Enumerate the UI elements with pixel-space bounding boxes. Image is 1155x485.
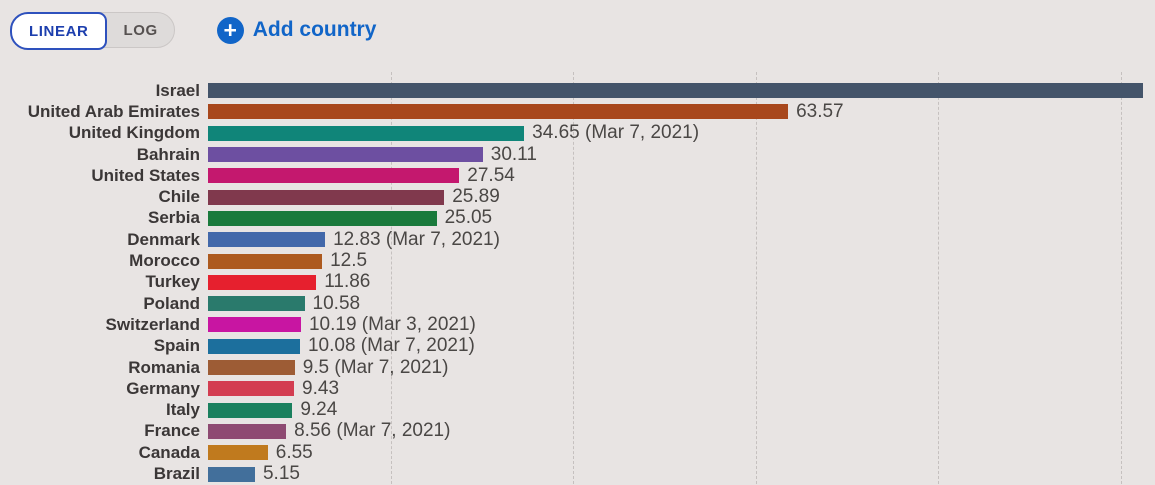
- chart-row[interactable]: United Kingdom 34.65 (Mar 7, 2021): [0, 122, 1155, 144]
- chart-row[interactable]: Germany 9.43: [0, 378, 1155, 399]
- chart-row[interactable]: Canada 6.55: [0, 442, 1155, 463]
- gridline-100: [1120, 72, 1122, 484]
- country-label: United Arab Emirates: [27, 101, 200, 121]
- value-label: 27.54: [467, 164, 515, 186]
- country-label: Romania: [128, 357, 200, 377]
- country-label: United States: [91, 165, 200, 185]
- bar[interactable]: [208, 317, 301, 333]
- bar[interactable]: [208, 360, 295, 376]
- country-label: Switzerland: [105, 314, 200, 334]
- bar[interactable]: [208, 104, 789, 120]
- bar[interactable]: [208, 168, 460, 184]
- value-label: 6.55: [275, 441, 313, 463]
- country-label: Italy: [165, 400, 200, 420]
- add-country-label: Add country: [252, 18, 377, 41]
- bar[interactable]: [208, 210, 437, 226]
- log-button[interactable]: LOG: [107, 13, 173, 47]
- bar[interactable]: [208, 296, 305, 312]
- bar[interactable]: [208, 125, 525, 141]
- value-label: 34.65 (Mar 7, 2021): [532, 122, 700, 144]
- value-label: 8.56 (Mar 7, 2021): [294, 420, 451, 442]
- chart-row[interactable]: United Arab Emirates 63.57: [0, 101, 1155, 122]
- value-label: 5.15: [262, 463, 300, 484]
- gridline-80: [938, 72, 939, 484]
- scale-toggle: LINEAR LOG: [10, 12, 175, 50]
- country-label: France: [144, 421, 200, 441]
- country-label: Bahrain: [136, 144, 200, 164]
- chart-row[interactable]: Poland 10.58: [0, 293, 1155, 314]
- country-label: Chile: [158, 187, 200, 207]
- country-label: Spain: [153, 336, 200, 356]
- bar[interactable]: [208, 274, 317, 290]
- bar-chart: Israel United Arab Emirates 63.57 United Ki…: [0, 72, 1155, 485]
- chart-row[interactable]: France 8.56 (Mar 7, 2021): [0, 420, 1155, 442]
- bar[interactable]: [208, 147, 483, 163]
- value-label: 9.24: [300, 399, 338, 421]
- value-label: 11.86: [324, 271, 371, 293]
- bar[interactable]: [208, 189, 445, 205]
- value-label: 30.11: [490, 143, 537, 165]
- bar[interactable]: [208, 445, 268, 461]
- value-label: 10.08 (Mar 7, 2021): [307, 335, 475, 357]
- chart-row[interactable]: Switzerland 10.19 (Mar 3, 2021): [0, 314, 1155, 335]
- chart-row[interactable]: Serbia 25.05: [0, 207, 1155, 229]
- country-label: United Kingdom: [68, 123, 200, 143]
- country-label: Germany: [126, 378, 200, 398]
- chart-rows: Israel United Arab Emirates 63.57 United Ki…: [0, 80, 1155, 485]
- bar[interactable]: [208, 466, 255, 482]
- bar[interactable]: [208, 253, 323, 269]
- gridlines: [208, 72, 1155, 484]
- value-label: 9.5 (Mar 7, 2021): [302, 356, 449, 378]
- chart-row[interactable]: Brazil 5.15: [0, 463, 1155, 484]
- country-label: Canada: [138, 442, 200, 462]
- value-label: 63.57: [796, 100, 844, 122]
- chart-row[interactable]: Israel: [0, 80, 1155, 101]
- bar[interactable]: [208, 402, 293, 418]
- value-label: 10.58: [312, 292, 361, 314]
- linear-button[interactable]: LINEAR: [10, 12, 108, 50]
- country-label: Israel: [155, 80, 200, 100]
- plus-icon: +: [216, 16, 244, 44]
- country-label: Turkey: [145, 272, 201, 292]
- country-label: Poland: [143, 293, 200, 313]
- value-label: 25.89: [452, 186, 500, 208]
- chart-controls: LINEAR LOG + Add country: [10, 12, 377, 50]
- country-label: Denmark: [127, 229, 200, 249]
- chart-row[interactable]: Morocco 12.5: [0, 250, 1155, 271]
- gridline-60: [755, 72, 757, 484]
- chart-row[interactable]: Spain 10.08 (Mar 7, 2021): [0, 335, 1155, 357]
- bar[interactable]: [208, 338, 300, 354]
- chart-row[interactable]: Denmark 12.83 (Mar 7, 2021): [0, 229, 1155, 250]
- gridline-20: [390, 72, 392, 484]
- value-label: 10.19 (Mar 3, 2021): [308, 313, 476, 335]
- country-label: Morocco: [129, 251, 200, 271]
- bar[interactable]: [208, 381, 295, 397]
- chart-row[interactable]: Italy 9.24: [0, 399, 1155, 420]
- value-label: 9.43: [302, 377, 340, 399]
- bar[interactable]: [208, 232, 326, 248]
- chart-row[interactable]: Bahrain 30.11: [0, 144, 1155, 165]
- chart-row[interactable]: Romania 9.5 (Mar 7, 2021): [0, 357, 1155, 378]
- chart-row[interactable]: Turkey 11.86: [0, 271, 1155, 293]
- chart-row[interactable]: Chile 25.89: [0, 186, 1155, 207]
- value-label: 25.05: [444, 207, 493, 229]
- gridline-40: [573, 72, 574, 484]
- add-country-button[interactable]: + Add country: [216, 16, 377, 44]
- bar[interactable]: [208, 83, 1144, 99]
- chart-row[interactable]: United States 27.54: [0, 165, 1155, 186]
- value-label: 12.5: [330, 250, 368, 272]
- country-label: Brazil: [153, 463, 200, 483]
- value-label: 12.83 (Mar 7, 2021): [333, 228, 500, 250]
- bar[interactable]: [208, 423, 287, 439]
- country-label: Serbia: [148, 208, 200, 228]
